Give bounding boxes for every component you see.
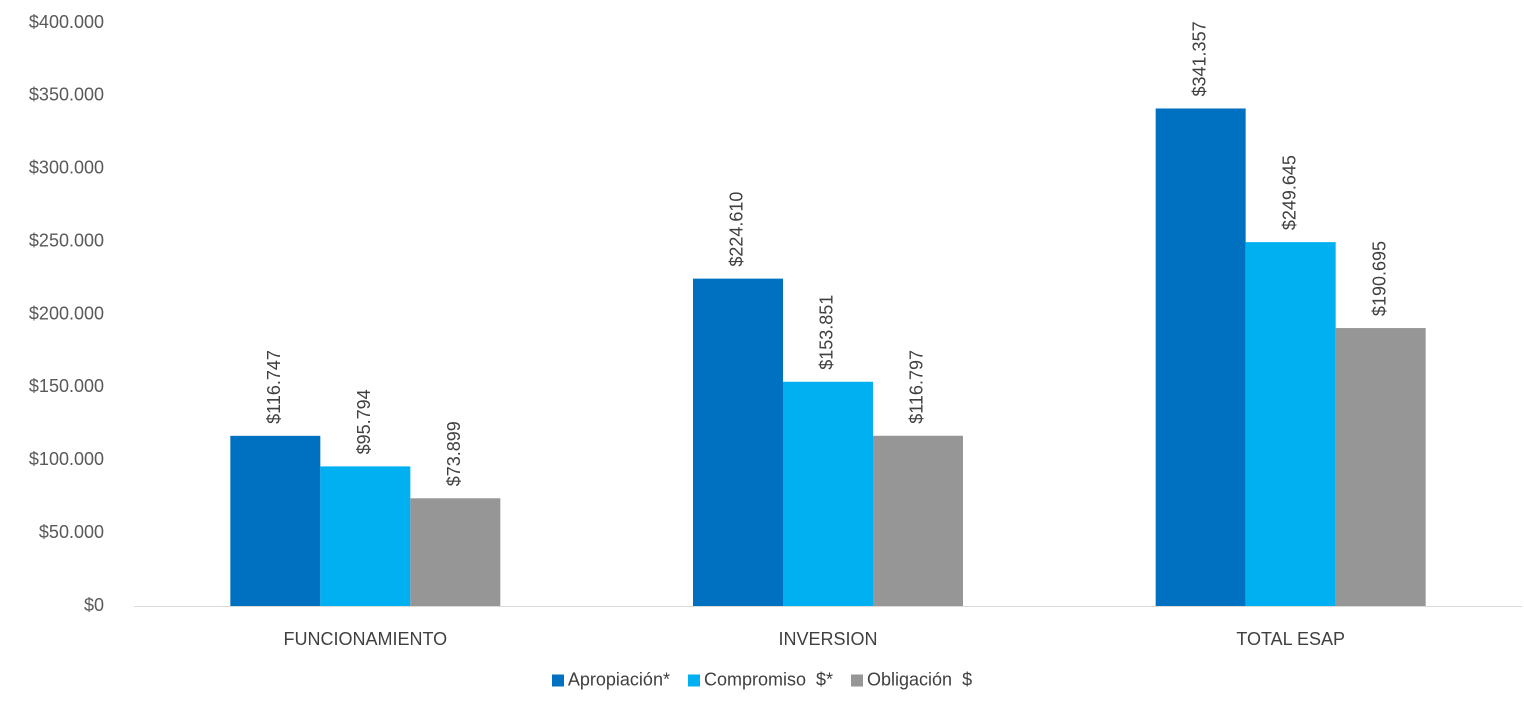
bars: [230, 108, 1426, 607]
data-label: $224.610: [727, 192, 747, 267]
legend-swatch: [851, 674, 864, 686]
y-tick-label: $400.000: [29, 12, 104, 32]
x-tick-label: INVERSION: [778, 629, 877, 649]
y-tick-label: $100.000: [29, 449, 104, 469]
y-tick-label: $350.000: [29, 85, 104, 105]
bar: [693, 278, 783, 606]
y-tick-label: $200.000: [29, 303, 104, 323]
data-label: $95.794: [354, 389, 374, 454]
data-label: $341.357: [1189, 21, 1209, 96]
legend-swatch: [551, 674, 564, 686]
legend-item: Compromiso $*: [687, 669, 834, 691]
bar-chart: $0 $50.000 $100.000 $150.000 $200.000 $250.00…: [29, 12, 1522, 649]
data-label: $116.797: [907, 350, 927, 424]
bar: [320, 466, 411, 606]
legend-label: Apropiación*: [567, 669, 670, 690]
data-labels: $116.747 $95.794 $73.899 $224.610 $153.851 $1…: [264, 21, 1389, 486]
data-label: $190.695: [1369, 241, 1389, 316]
legend-item: Obligación $: [851, 670, 972, 691]
bar: [873, 435, 963, 606]
data-label: $153.851: [817, 295, 837, 370]
x-axis: FUNCIONAMIENTO INVERSION TOTAL ESAP: [134, 606, 1522, 649]
data-label: $73.899: [444, 421, 464, 486]
legend-item: Apropiación*: [551, 669, 670, 691]
data-label: $249.645: [1279, 155, 1299, 230]
y-tick-label: $300.000: [29, 158, 104, 178]
legend-swatch: [687, 674, 700, 686]
bar: [230, 435, 321, 606]
x-tick-label: FUNCIONAMIENTO: [283, 629, 447, 649]
bar: [1155, 108, 1246, 607]
bar: [1335, 328, 1426, 606]
y-tick-label: $150.000: [29, 376, 104, 396]
x-tick-label: TOTAL ESAP: [1236, 629, 1345, 649]
legend: Apropiación* Compromiso $* Obligación $: [0, 670, 1524, 691]
y-tick-label: $250.000: [29, 230, 104, 250]
y-tick-label: $50.000: [39, 522, 104, 542]
bar: [410, 498, 501, 606]
bar: [1245, 242, 1336, 607]
bar: [783, 381, 873, 606]
y-tick-label: $0: [84, 595, 104, 615]
y-axis: $0 $50.000 $100.000 $150.000 $200.000 $250.00…: [29, 12, 104, 615]
legend-label: Obligación $: [867, 669, 973, 690]
legend-label: Compromiso $*: [703, 669, 834, 690]
data-label: $116.747: [264, 350, 284, 424]
